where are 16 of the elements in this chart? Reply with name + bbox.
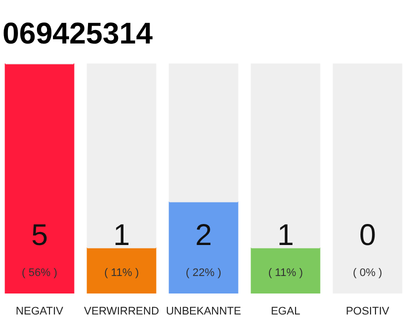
annotation: ( 22% ) (186, 266, 222, 279)
x-tick-label: EGAL (270, 306, 300, 318)
data-label: 1 (277, 219, 294, 252)
annotation: ( 11% ) (268, 266, 303, 279)
data-label: 5 (31, 219, 48, 252)
x-tick-label: POSITIV (346, 306, 390, 318)
chart-title: 069425314 (2, 18, 153, 50)
x-tick-label: VERWIRREND (84, 306, 160, 318)
x-tick-label: UNBEKANNTE (166, 306, 242, 318)
annotation: ( 11% ) (104, 266, 139, 279)
annotation: ( 0% ) (352, 266, 382, 279)
annotation: ( 56% ) (22, 266, 58, 279)
data-label: 0 (359, 219, 376, 252)
data-label: 2 (195, 219, 212, 252)
x-tick-label: NEGATIV (16, 306, 64, 318)
data-label: 1 (113, 219, 130, 252)
